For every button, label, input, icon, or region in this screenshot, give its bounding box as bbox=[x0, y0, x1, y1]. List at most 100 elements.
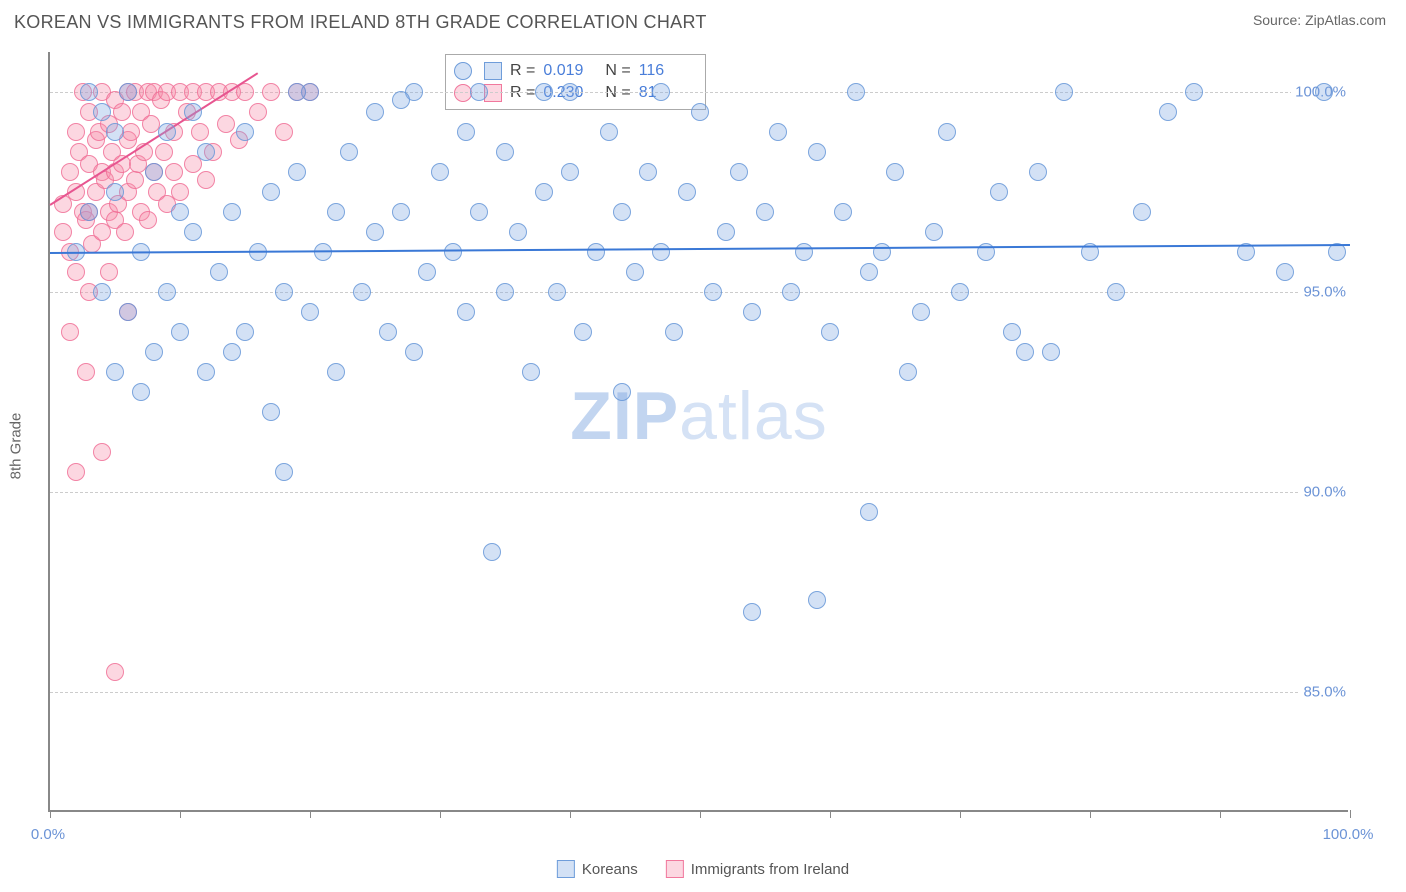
data-point bbox=[1042, 343, 1060, 361]
xtick bbox=[50, 810, 51, 818]
data-point bbox=[587, 243, 605, 261]
data-point bbox=[93, 443, 111, 461]
data-point bbox=[288, 83, 306, 101]
data-point bbox=[236, 123, 254, 141]
data-point bbox=[743, 603, 761, 621]
xtick bbox=[440, 810, 441, 818]
data-point bbox=[1133, 203, 1151, 221]
data-point bbox=[113, 103, 131, 121]
data-point bbox=[236, 323, 254, 341]
legend-item-blue: Koreans bbox=[557, 860, 638, 878]
data-point bbox=[249, 103, 267, 121]
data-point bbox=[1159, 103, 1177, 121]
data-point bbox=[145, 163, 163, 181]
data-point bbox=[327, 203, 345, 221]
legend-label-blue: Koreans bbox=[582, 861, 638, 878]
data-point bbox=[561, 163, 579, 181]
data-point bbox=[639, 163, 657, 181]
data-point bbox=[67, 463, 85, 481]
data-point bbox=[80, 83, 98, 101]
data-point bbox=[652, 83, 670, 101]
gridline bbox=[50, 492, 1348, 493]
chart-title: KOREAN VS IMMIGRANTS FROM IRELAND 8TH GR… bbox=[14, 12, 707, 33]
data-point bbox=[704, 283, 722, 301]
data-point bbox=[288, 163, 306, 181]
data-point bbox=[938, 123, 956, 141]
data-point bbox=[470, 83, 488, 101]
r-label: R = bbox=[510, 62, 535, 80]
xtick-label: 0.0% bbox=[31, 826, 65, 843]
data-point bbox=[730, 163, 748, 181]
data-point bbox=[847, 83, 865, 101]
data-point bbox=[535, 183, 553, 201]
xtick bbox=[700, 810, 701, 818]
data-point bbox=[613, 383, 631, 401]
data-point bbox=[912, 303, 930, 321]
data-point bbox=[93, 283, 111, 301]
data-point bbox=[1107, 283, 1125, 301]
data-point bbox=[61, 163, 79, 181]
circle-icon bbox=[454, 62, 472, 80]
data-point bbox=[665, 323, 683, 341]
data-point bbox=[67, 263, 85, 281]
data-point bbox=[457, 303, 475, 321]
data-point bbox=[184, 103, 202, 121]
data-point bbox=[1315, 83, 1333, 101]
data-point bbox=[184, 223, 202, 241]
legend-item-pink: Immigrants from Ireland bbox=[666, 860, 849, 878]
data-point bbox=[67, 123, 85, 141]
source-label: Source: ZipAtlas.com bbox=[1253, 12, 1386, 28]
data-point bbox=[106, 123, 124, 141]
data-point bbox=[77, 363, 95, 381]
data-point bbox=[275, 123, 293, 141]
data-point bbox=[600, 123, 618, 141]
data-point bbox=[1016, 343, 1034, 361]
data-point bbox=[418, 263, 436, 281]
data-point bbox=[574, 323, 592, 341]
data-point bbox=[100, 263, 118, 281]
data-point bbox=[561, 83, 579, 101]
data-point bbox=[457, 123, 475, 141]
data-point bbox=[126, 171, 144, 189]
r-value-blue: 0.019 bbox=[543, 62, 597, 80]
data-point bbox=[171, 203, 189, 221]
data-point bbox=[509, 223, 527, 241]
square-icon bbox=[557, 860, 575, 878]
data-point bbox=[93, 103, 111, 121]
chart-plot-area: ZIPatlas R = 0.019 N = 116 R = 0.230 N =… bbox=[48, 52, 1348, 812]
data-point bbox=[886, 163, 904, 181]
data-point bbox=[717, 223, 735, 241]
data-point bbox=[795, 243, 813, 261]
data-point bbox=[873, 243, 891, 261]
data-point bbox=[444, 243, 462, 261]
data-point bbox=[808, 591, 826, 609]
data-point bbox=[262, 83, 280, 101]
ytick-label: 95.0% bbox=[1299, 282, 1350, 303]
data-point bbox=[366, 223, 384, 241]
data-point bbox=[496, 143, 514, 161]
data-point bbox=[743, 303, 761, 321]
data-point bbox=[119, 83, 137, 101]
data-point bbox=[119, 303, 137, 321]
data-point bbox=[678, 183, 696, 201]
data-point bbox=[1029, 163, 1047, 181]
data-point bbox=[834, 203, 852, 221]
data-point bbox=[275, 463, 293, 481]
data-point bbox=[951, 283, 969, 301]
data-point bbox=[327, 363, 345, 381]
data-point bbox=[223, 343, 241, 361]
data-point bbox=[483, 543, 501, 561]
xtick bbox=[830, 810, 831, 818]
data-point bbox=[353, 283, 371, 301]
data-point bbox=[171, 183, 189, 201]
data-point bbox=[158, 283, 176, 301]
data-point bbox=[145, 343, 163, 361]
data-point bbox=[1055, 83, 1073, 101]
stats-row-blue: R = 0.019 N = 116 bbox=[458, 60, 693, 82]
ytick-label: 90.0% bbox=[1299, 482, 1350, 503]
y-axis-label: 8th Grade bbox=[8, 413, 25, 480]
data-point bbox=[821, 323, 839, 341]
xtick bbox=[1350, 810, 1351, 818]
xtick bbox=[570, 810, 571, 818]
data-point bbox=[106, 363, 124, 381]
